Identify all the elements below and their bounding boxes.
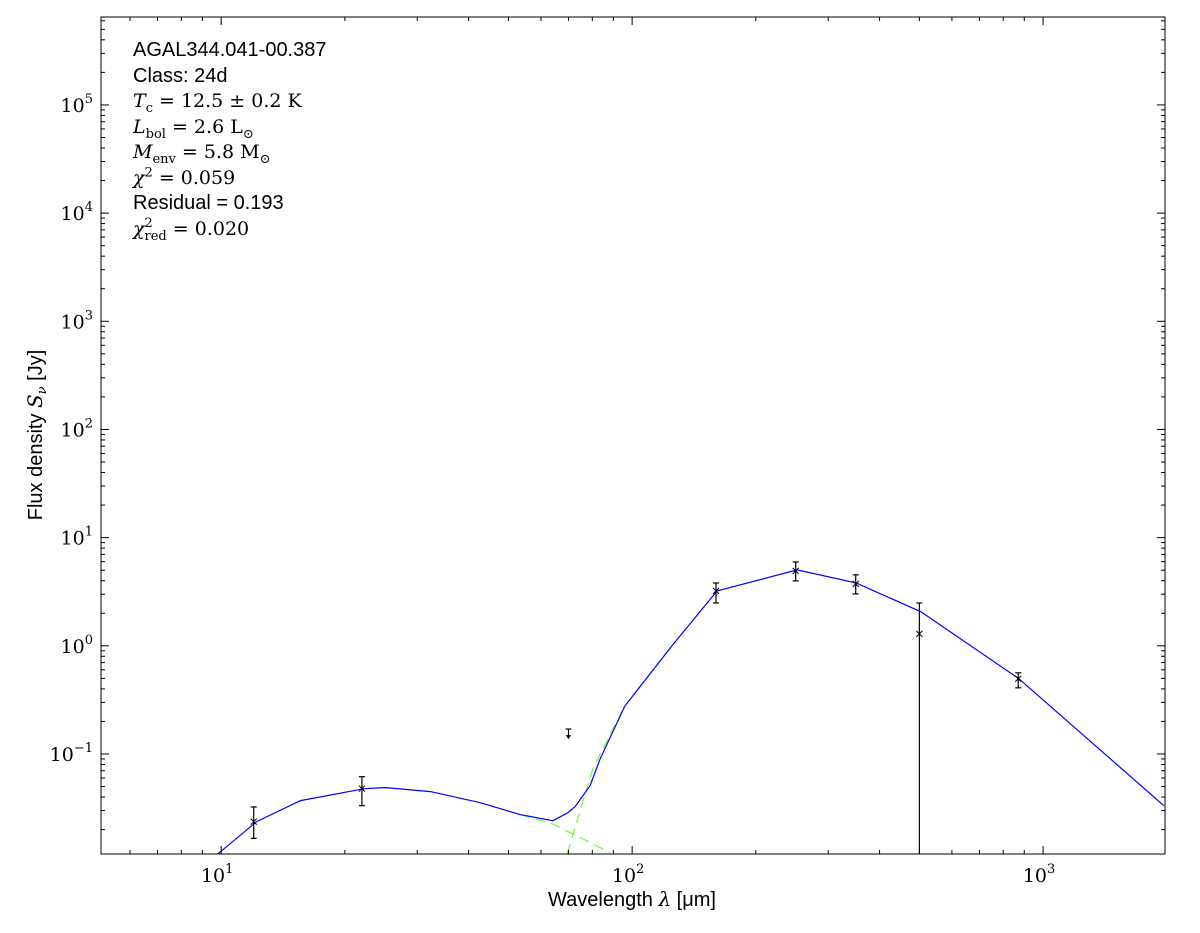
tick-base: 10 — [50, 744, 74, 766]
y-tick-label: 103 — [61, 308, 93, 333]
x-axis-label: Wavelength λ [μm] — [548, 887, 716, 911]
chi2-reduced-line: χ 2 red = 0.020 — [133, 215, 250, 244]
upper-limit-arrow — [565, 735, 571, 740]
tick-base: 10 — [61, 95, 85, 117]
x-tick-label: 102 — [612, 862, 644, 887]
tick-exponent: 2 — [85, 416, 93, 431]
tick-exponent: 3 — [85, 308, 93, 323]
data-points — [250, 561, 1022, 854]
data-point-marker — [852, 580, 860, 588]
temperature-line: Tc = 12.5 ± 0.2 K — [133, 90, 302, 116]
y-tick-label: 100 — [61, 633, 93, 658]
tick-base: 10 — [1023, 865, 1047, 887]
tick-base: 10 — [61, 528, 85, 550]
tick-exponent: 3 — [1047, 862, 1055, 877]
y-tick-label: 104 — [61, 200, 93, 225]
tick-exponent: 0 — [85, 633, 93, 648]
data-point-marker — [712, 587, 720, 595]
total-model-curve — [216, 569, 1165, 854]
tick-base: 10 — [201, 865, 225, 887]
luminosity-line: Lbol = 2.6 L⊙ — [133, 115, 254, 142]
x-tick-label: 103 — [1023, 862, 1055, 887]
cold-component-curve — [566, 643, 674, 854]
data-point-marker — [358, 785, 366, 793]
x-tick-label: 101 — [201, 862, 233, 887]
model-curves — [216, 569, 1165, 854]
mass-line: Menv = 5.8 M⊙ — [133, 141, 271, 167]
tick-base: 10 — [612, 865, 636, 887]
y-axis-label: Flux density Sν [Jy] — [23, 350, 50, 521]
tick-exponent: 5 — [85, 92, 93, 107]
tick-base: 10 — [61, 311, 85, 333]
tick-exponent: 1 — [225, 862, 233, 877]
plot-frame — [100, 16, 1166, 855]
tick-base: 10 — [61, 203, 85, 225]
chi2-line: χ2 = 0.059 — [133, 165, 236, 189]
tick-exponent: 2 — [636, 862, 644, 877]
y-tick-label: 10−1 — [50, 741, 93, 766]
source-name: AGAL344.041-00.387 — [133, 39, 327, 61]
warm-component-curve — [520, 814, 611, 853]
tick-base: 10 — [61, 419, 85, 441]
fit-annotation: AGAL344.041-00.387 Class: 24d Tc = 12.5 … — [133, 38, 327, 243]
data-point-marker — [1014, 675, 1022, 683]
tick-exponent: −1 — [74, 741, 93, 756]
tick-base: 10 — [61, 636, 85, 658]
tick-exponent: 4 — [85, 200, 93, 215]
data-point-marker — [250, 818, 258, 825]
y-tick-label: 102 — [61, 416, 93, 441]
y-tick-label: 101 — [61, 525, 93, 550]
data-point-marker — [916, 630, 923, 638]
data-point-marker — [792, 567, 800, 575]
tick-exponent: 1 — [85, 525, 93, 540]
class-label: Class: 24d — [133, 64, 228, 87]
y-tick-label: 105 — [61, 92, 93, 117]
residual-line: Residual = 0.193 — [133, 192, 284, 214]
